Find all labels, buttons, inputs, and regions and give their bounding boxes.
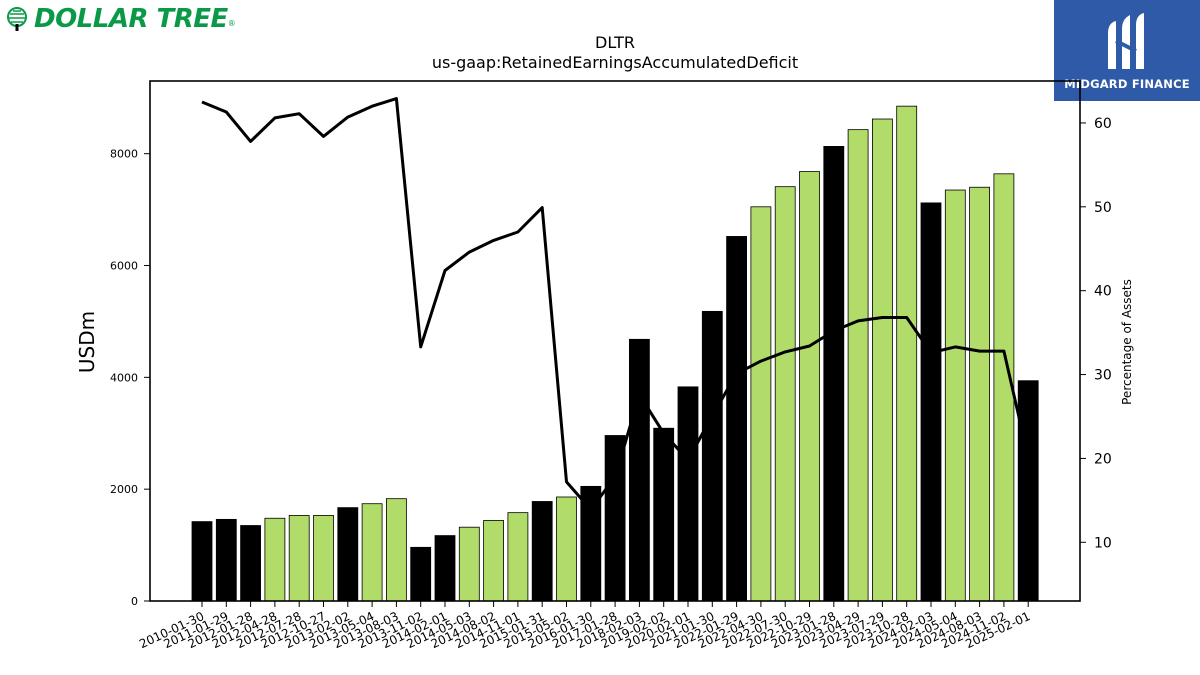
axes: 020004000600080001020304050602010-01-302…	[110, 80, 1112, 651]
bar	[385, 498, 407, 602]
bar	[434, 535, 456, 602]
bar	[920, 202, 942, 602]
bar	[653, 427, 675, 602]
y2-tick-label: 30	[1094, 368, 1112, 384]
y2-axis-label: Percentage of Assets	[1120, 279, 1134, 405]
bar	[288, 515, 310, 602]
bar	[458, 526, 480, 602]
bar	[896, 105, 918, 602]
line-series	[201, 97, 1030, 512]
bar	[823, 146, 845, 602]
y2-tick-label: 50	[1094, 200, 1112, 216]
chart-title: DLTR	[595, 33, 635, 52]
bar	[969, 186, 990, 602]
bar	[774, 186, 796, 602]
bar	[361, 503, 383, 602]
bar	[726, 236, 747, 602]
bar	[677, 386, 699, 602]
y-tick-label: 0	[131, 595, 138, 608]
y2-tick-label: 60	[1094, 116, 1112, 132]
bar	[531, 501, 553, 602]
bar	[410, 546, 432, 602]
bar	[1017, 380, 1039, 602]
bar	[337, 507, 359, 602]
y-tick-label: 6000	[110, 260, 138, 273]
bar	[604, 435, 626, 602]
bar	[799, 171, 820, 602]
midgard-finance-logo-text: MIDGARD FINANCE	[1064, 76, 1190, 91]
bar	[264, 517, 286, 602]
y-axis-label: USDm	[75, 311, 99, 373]
bar	[872, 118, 893, 602]
tree-icon	[7, 7, 27, 31]
dollar-tree-logo-text: DOLLAR TREE	[34, 4, 228, 34]
registered-mark: ®	[227, 19, 236, 28]
bar	[240, 525, 262, 602]
bar	[750, 206, 772, 602]
chart-subtitle: us-gaap:RetainedEarningsAccumulatedDefic…	[432, 53, 798, 72]
bar	[701, 310, 723, 602]
y2-tick-label: 10	[1094, 535, 1112, 551]
bar	[483, 520, 505, 602]
bar	[313, 515, 334, 602]
bar	[507, 512, 529, 602]
bar	[944, 189, 966, 602]
bar	[847, 129, 869, 602]
bar	[215, 518, 237, 602]
y-tick-label: 4000	[110, 371, 138, 384]
bar-series	[191, 105, 1039, 602]
midgard-emblem-icon	[1108, 12, 1144, 69]
y2-tick-label: 40	[1094, 284, 1112, 300]
bar	[191, 521, 213, 602]
y-tick-label: 8000	[110, 148, 138, 161]
y2-tick-label: 20	[1094, 451, 1112, 467]
bar	[556, 496, 577, 602]
percentage-line	[201, 97, 1030, 512]
y-tick-label: 2000	[110, 483, 138, 496]
bar	[629, 338, 650, 602]
midgard-finance-logo: MIDGARD FINANCE	[1054, 0, 1200, 101]
dollar-tree-logo: DOLLAR TREE ®	[4, 4, 236, 34]
